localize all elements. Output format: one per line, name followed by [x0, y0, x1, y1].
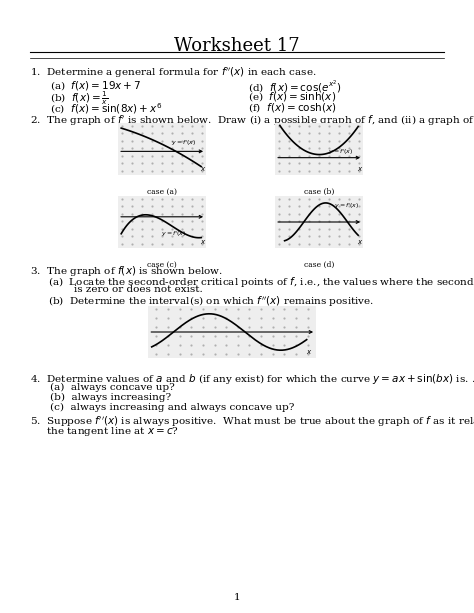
Text: (b)  always increasing?: (b) always increasing?	[50, 393, 171, 402]
Text: (e)  $f(x) = \sinh(x)$: (e) $f(x) = \sinh(x)$	[248, 90, 336, 103]
Text: case (c): case (c)	[147, 261, 177, 269]
Text: (d)  $f(x) = \cos(e^{x^2})$: (d) $f(x) = \cos(e^{x^2})$	[248, 79, 342, 95]
Text: (a)  Locate the second-order critical points of $f$, i.e., the values where the : (a) Locate the second-order critical poi…	[48, 275, 474, 289]
Text: $y = f'(x)$: $y = f'(x)$	[171, 138, 196, 148]
Text: is zero or does not exist.: is zero or does not exist.	[48, 285, 203, 294]
Text: 1: 1	[234, 593, 240, 602]
Text: (a)  $f(x) = 19x + 7$: (a) $f(x) = 19x + 7$	[50, 79, 141, 92]
Text: 2.  The graph of $f'$ is shown below.  Draw (i) a possible graph of $f$, and (ii: 2. The graph of $f'$ is shown below. Dra…	[30, 114, 474, 128]
Text: (f)  $f(x) = \cosh(x)$: (f) $f(x) = \cosh(x)$	[248, 101, 337, 114]
Text: the tangent line at $x = c$?: the tangent line at $x = c$?	[30, 425, 179, 438]
Text: 4.  Determine values of $a$ and $b$ (if any exist) for which the curve $y = ax +: 4. Determine values of $a$ and $b$ (if a…	[30, 372, 474, 386]
Text: $y = f'(x)$: $y = f'(x)$	[334, 201, 360, 211]
Text: case (b): case (b)	[304, 188, 334, 196]
Text: Worksheet 17: Worksheet 17	[174, 37, 300, 55]
Text: (b)  $f(x) = \frac{1}{x}$: (b) $f(x) = \frac{1}{x}$	[50, 90, 109, 107]
Text: (c)  $f(x) = \sin(8x) + x^6$: (c) $f(x) = \sin(8x) + x^6$	[50, 101, 162, 116]
Text: case (a): case (a)	[147, 188, 177, 196]
Text: 3.  The graph of $f(x)$ is shown below.: 3. The graph of $f(x)$ is shown below.	[30, 264, 223, 278]
Text: $y = f'(x)$: $y = f'(x)$	[328, 147, 353, 157]
Text: $y = f'(x)$: $y = f'(x)$	[161, 229, 187, 238]
Text: $x$: $x$	[357, 165, 364, 173]
Text: $x$: $x$	[201, 165, 207, 173]
Text: $x$: $x$	[357, 238, 364, 246]
Text: $x$: $x$	[306, 348, 312, 356]
Text: 5.  Suppose $f''(x)$ is always positive.  What must be true about the graph of $: 5. Suppose $f''(x)$ is always positive. …	[30, 415, 474, 429]
Text: case (d): case (d)	[304, 261, 334, 269]
Text: $x$: $x$	[201, 238, 207, 246]
Text: 1.  Determine a general formula for $f''(x)$ in each case.: 1. Determine a general formula for $f''(…	[30, 66, 317, 80]
Text: (b)  Determine the interval(s) on which $f''(x)$ remains positive.: (b) Determine the interval(s) on which $…	[48, 295, 374, 310]
Text: (a)  always concave up?: (a) always concave up?	[50, 383, 175, 392]
Text: (c)  always increasing and always concave up?: (c) always increasing and always concave…	[50, 403, 294, 412]
